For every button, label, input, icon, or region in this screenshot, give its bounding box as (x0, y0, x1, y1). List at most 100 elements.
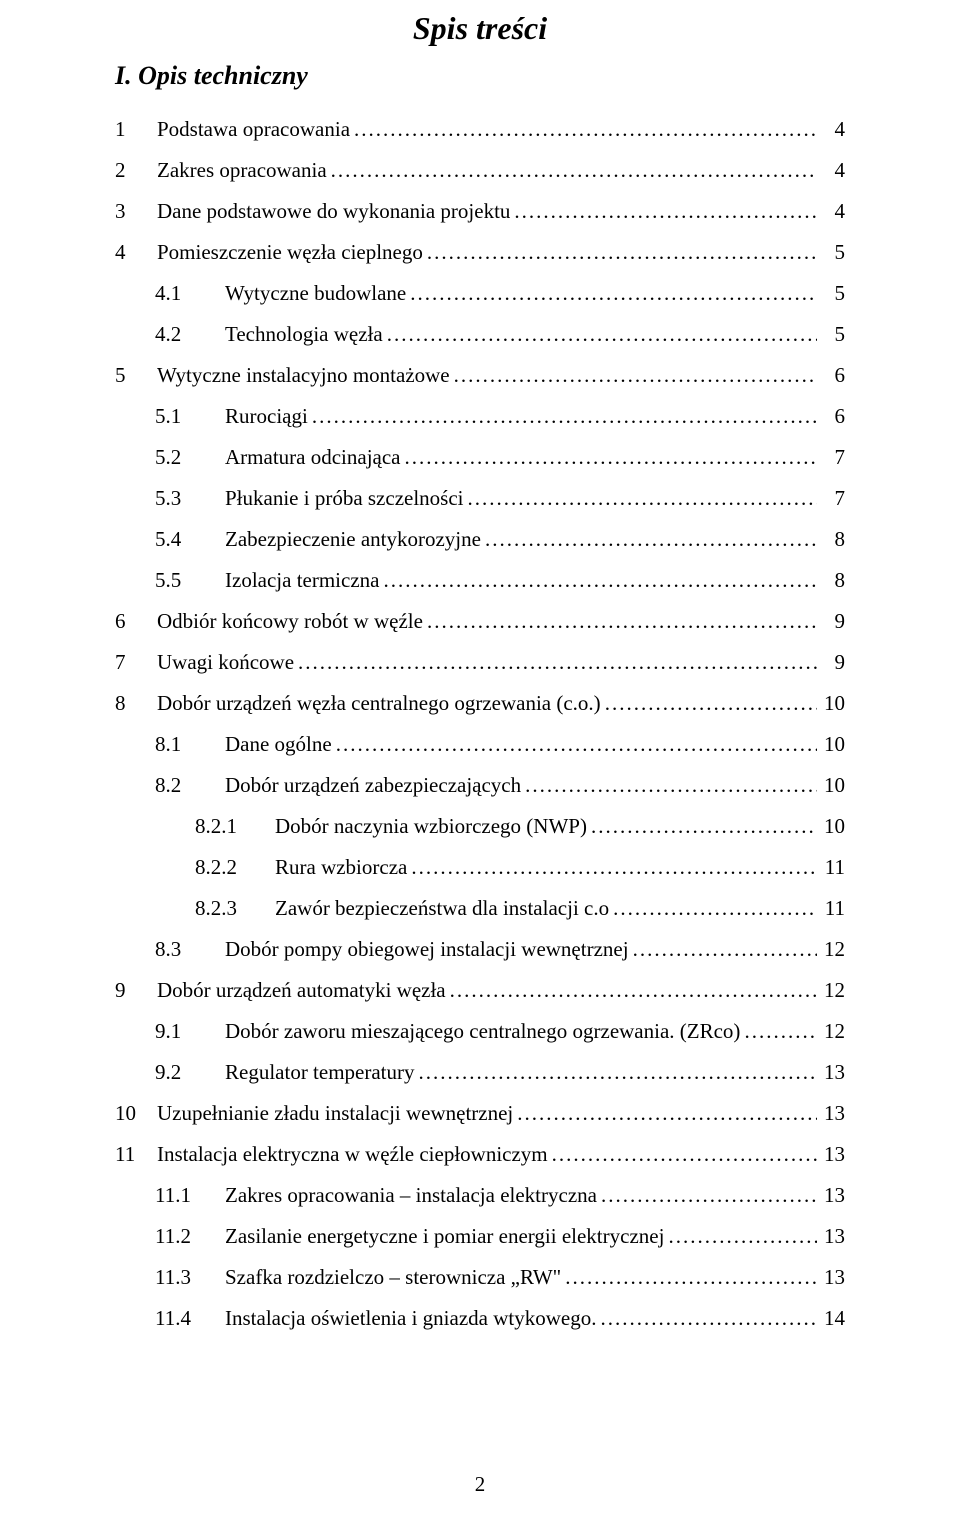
toc-entry-page: 4 (821, 160, 845, 181)
toc-entry-number: 11.1 (155, 1185, 225, 1206)
toc-entry-page: 10 (821, 816, 845, 837)
toc-leader-dots (601, 1185, 817, 1206)
toc-entry-label: Zawór bezpieczeństwa dla instalacji c.o (275, 898, 609, 919)
toc-entry-label: Pomieszczenie węzła cieplnego (157, 242, 423, 263)
toc-leader-dots (633, 939, 817, 960)
toc-entry: 5.1Rurociągi6 (115, 406, 845, 427)
page-title: Spis treści (115, 10, 845, 47)
toc-leader-dots (298, 652, 817, 673)
toc-entry-label: Odbiór końcowy robót w węźle (157, 611, 423, 632)
toc-entry: 2Zakres opracowania 4 (115, 160, 845, 181)
toc-entry-number: 9.2 (155, 1062, 225, 1083)
toc-entry-label: Instalacja oświetlenia i gniazda wtykowe… (225, 1308, 596, 1329)
toc-entry: 8.2.1Dobór naczynia wzbiorczego (NWP)10 (115, 816, 845, 837)
toc-leader-dots (354, 119, 817, 140)
toc-entry: 7Uwagi końcowe9 (115, 652, 845, 673)
toc-leader-dots (591, 816, 817, 837)
toc-entry-number: 8 (115, 693, 157, 714)
toc-entry: 5.3Płukanie i próba szczelności 7 (115, 488, 845, 509)
toc-entry: 8.1Dane ogólne10 (115, 734, 845, 755)
toc-entry-page: 11 (821, 857, 845, 878)
toc-entry-label: Wytyczne budowlane (225, 283, 406, 304)
toc-entry-number: 11.4 (155, 1308, 225, 1329)
toc-entry-label: Armatura odcinająca (225, 447, 401, 468)
toc-entry-page: 4 (821, 201, 845, 222)
toc-entry-page: 7 (821, 447, 845, 468)
toc-leader-dots (427, 242, 817, 263)
toc-entry-number: 2 (115, 160, 157, 181)
toc-entry: 11.1Zakres opracowania – instalacja elek… (115, 1185, 845, 1206)
toc-entry-page: 10 (821, 693, 845, 714)
toc-entry: 5Wytyczne instalacyjno montażowe6 (115, 365, 845, 386)
toc-leader-dots (668, 1226, 817, 1247)
toc-entry-label: Dobór naczynia wzbiorczego (NWP) (275, 816, 587, 837)
toc-entry: 11.4Instalacja oświetlenia i gniazda wty… (115, 1308, 845, 1329)
toc-entry-page: 6 (821, 406, 845, 427)
toc-entry-label: Rura wzbiorcza (275, 857, 407, 878)
toc-entry-number: 11 (115, 1144, 157, 1165)
toc-entry-label: Płukanie i próba szczelności (225, 488, 464, 509)
toc-entry-label: Zabezpieczenie antykorozyjne (225, 529, 481, 550)
toc-entry-label: Zakres opracowania (157, 160, 327, 181)
toc-leader-dots (312, 406, 817, 427)
document-page: Spis treści I. Opis techniczny 1Podstawa… (0, 0, 960, 1517)
toc-entry-page: 5 (821, 242, 845, 263)
toc-entry-page: 5 (821, 283, 845, 304)
toc-entry: 3Dane podstawowe do wykonania projektu 4 (115, 201, 845, 222)
toc-entry-label: Zakres opracowania – instalacja elektryc… (225, 1185, 597, 1206)
toc-entry: 11.3Szafka rozdzielczo – sterownicza „RW… (115, 1267, 845, 1288)
toc-leader-dots (427, 611, 817, 632)
toc-entry-number: 5.4 (155, 529, 225, 550)
toc-entry-number: 9 (115, 980, 157, 1001)
toc-entry-page: 11 (821, 898, 845, 919)
toc-entry: 5.5Izolacja termiczna8 (115, 570, 845, 591)
toc-entry-number: 7 (115, 652, 157, 673)
toc-entry-page: 12 (821, 1021, 845, 1042)
toc-entry-label: Dobór zaworu mieszającego centralnego og… (225, 1021, 740, 1042)
toc-entry-label: Uwagi końcowe (157, 652, 294, 673)
toc-leader-dots (411, 857, 817, 878)
toc-leader-dots (383, 570, 817, 591)
toc-entry-label: Dane podstawowe do wykonania projektu (157, 201, 510, 222)
toc-leader-dots (565, 1267, 817, 1288)
toc-entry-page: 5 (821, 324, 845, 345)
toc-entry-label: Wytyczne instalacyjno montażowe (157, 365, 450, 386)
toc-entry-page: 13 (821, 1103, 845, 1124)
toc-entry: 11Instalacja elektryczna w węźle ciepłow… (115, 1144, 845, 1165)
toc-entry-page: 12 (821, 939, 845, 960)
toc-entry-number: 8.1 (155, 734, 225, 755)
toc-entry-page: 6 (821, 365, 845, 386)
toc-entry-number: 4.1 (155, 283, 225, 304)
toc-entry-number: 8.3 (155, 939, 225, 960)
toc-entry: 11.2Zasilanie energetyczne i pomiar ener… (115, 1226, 845, 1247)
toc-entry-page: 13 (821, 1144, 845, 1165)
toc-entry-number: 11.3 (155, 1267, 225, 1288)
toc-entry-page: 8 (821, 529, 845, 550)
page-number: 2 (0, 1472, 960, 1497)
toc-entry-number: 8.2.2 (195, 857, 275, 878)
toc-entry-label: Technologia węzła (225, 324, 383, 345)
toc-entry-label: Dobór urządzeń automatyki węzła (157, 980, 446, 1001)
toc-entry-number: 1 (115, 119, 157, 140)
toc-entry: 4.2Technologia węzła 5 (115, 324, 845, 345)
section-heading: I. Opis techniczny (115, 61, 845, 91)
toc-entry-number: 10 (115, 1103, 157, 1124)
toc-entry-page: 7 (821, 488, 845, 509)
toc-entry: 4Pomieszczenie węzła cieplnego5 (115, 242, 845, 263)
toc-entry-page: 4 (821, 119, 845, 140)
toc-leader-dots (605, 693, 817, 714)
toc-entry-number: 3 (115, 201, 157, 222)
toc-entry-number: 9.1 (155, 1021, 225, 1042)
toc-entry: 9Dobór urządzeń automatyki węzła12 (115, 980, 845, 1001)
toc-entry: 9.1Dobór zaworu mieszającego centralnego… (115, 1021, 845, 1042)
toc-entry-page: 13 (821, 1185, 845, 1206)
toc-entry-number: 4.2 (155, 324, 225, 345)
toc-leader-dots (450, 980, 817, 1001)
toc-entry-label: Dobór pompy obiegowej instalacji wewnętr… (225, 939, 629, 960)
toc-leader-dots (419, 1062, 817, 1083)
toc-entry-page: 9 (821, 611, 845, 632)
toc-entry-label: Zasilanie energetyczne i pomiar energii … (225, 1226, 664, 1247)
toc-entry-label: Uzupełnianie zładu instalacji wewnętrzne… (157, 1103, 513, 1124)
toc-entry: 6Odbiór końcowy robót w węźle9 (115, 611, 845, 632)
toc-entry-number: 5.3 (155, 488, 225, 509)
